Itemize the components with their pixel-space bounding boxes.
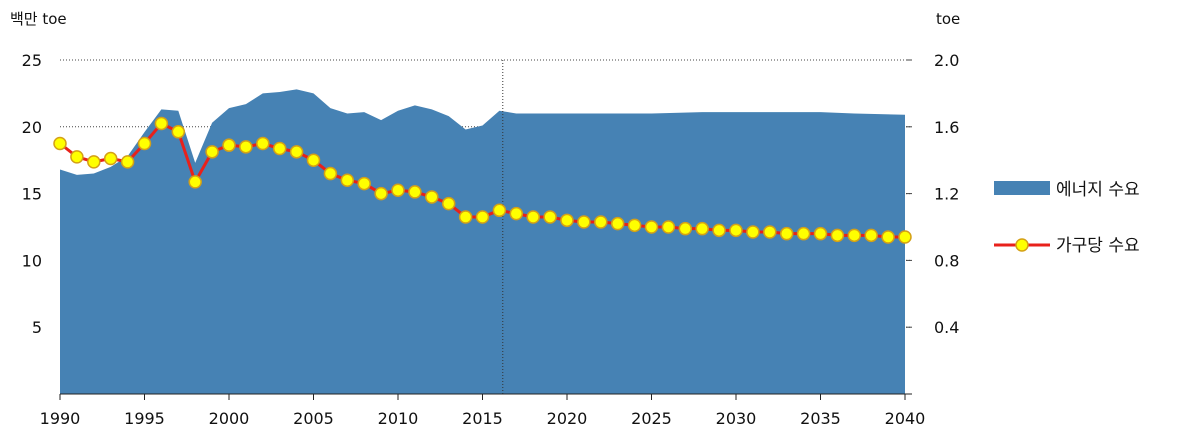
household-demand-point [154,116,169,131]
household-demand-point [898,230,912,244]
household-demand-point [239,140,253,154]
left-tick-label: 15 [22,185,42,204]
household-demand-point [796,226,811,241]
household-demand-point [543,210,557,224]
household-demand-point [391,183,405,198]
x-tick-label: 1990 [40,409,81,428]
household-demand-point [475,210,490,224]
household-demand-line-layer [53,116,912,244]
household-demand-point [746,225,760,239]
household-demand-point [340,173,355,187]
household-demand-point [881,230,895,244]
household-demand-point [289,145,304,159]
right-tick-label: 0.8 [934,251,959,270]
legend-swatch-energy-demand [994,181,1050,195]
household-demand-point [53,136,67,151]
household-demand-point [171,125,186,139]
legend-swatch-household-demand-marker [1015,238,1029,252]
household-demand-point [272,141,287,156]
legend-label-household-demand: 가구당 수요 [1056,236,1140,256]
household-demand-point [137,136,152,151]
right-axis-unit-label: toe [936,10,960,28]
household-demand-point [610,216,625,231]
household-demand-point [323,166,338,181]
household-demand-point [577,215,591,229]
left-tick-label: 25 [22,51,42,70]
household-demand-point [779,226,794,241]
x-tick-label: 1995 [124,409,165,428]
left-axis-unit-label: 백만 toe [10,10,67,28]
right-tick-label: 0.4 [934,318,959,337]
legend: 에너지 수요 가구당 수요 [994,180,1140,256]
right-tick-label: 1.2 [934,185,959,204]
household-demand-point [188,175,202,189]
household-demand-point [256,136,270,151]
household-demand-point [205,145,219,159]
x-tick-label: 2000 [209,409,250,428]
household-demand-point [306,153,321,167]
left-tick-label: 10 [22,251,42,270]
left-tick-label: 20 [22,118,42,137]
right-tick-label: 2.0 [934,51,959,70]
household-demand-point [712,223,726,238]
household-demand-point [70,150,84,164]
household-demand-point [864,228,878,243]
left-tick-label: 5 [32,318,42,337]
household-demand-point [763,225,777,239]
household-demand-point [560,213,574,228]
household-demand-point [627,218,642,233]
household-demand-point [830,228,845,243]
household-demand-point [408,185,422,199]
household-demand-point [661,220,676,234]
household-demand-point [644,220,659,234]
household-demand-point [813,226,828,241]
x-tick-label: 2035 [800,409,841,428]
household-demand-point [509,206,524,221]
household-demand-point [374,186,388,201]
energy-demand-area [60,89,905,394]
x-tick-label: 2015 [462,409,503,428]
household-demand-point [357,176,371,191]
household-demand-point [729,223,743,238]
x-tick-label: 2040 [885,409,926,428]
household-demand-point [678,221,693,236]
household-demand-point [441,196,456,211]
household-demand-point [847,228,862,243]
x-tick-label: 2020 [547,409,588,428]
household-demand-point [695,221,709,236]
x-tick-label: 2025 [631,409,672,428]
x-tick-label: 2010 [378,409,419,428]
household-demand-point [594,215,608,229]
household-demand-point [120,155,135,169]
legend-label-energy-demand: 에너지 수요 [1056,180,1140,200]
energy-demand-area-layer [60,89,905,394]
right-tick-label: 1.6 [934,118,959,137]
x-tick-label: 2030 [716,409,757,428]
household-demand-point [492,203,507,218]
household-demand-point [425,190,439,204]
household-demand-point [87,155,101,169]
household-demand-point [458,210,473,224]
household-demand-point [222,138,236,152]
household-demand-point [526,210,540,224]
household-demand-point [103,151,118,166]
x-tick-label: 2005 [293,409,334,428]
